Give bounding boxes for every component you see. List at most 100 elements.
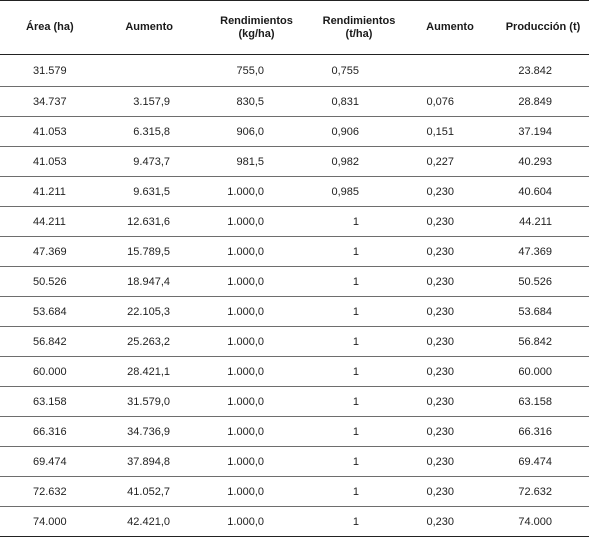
cell-aumento-rend [401,54,485,87]
table-row: 31.579 755,0 0,755 23.842 [0,54,589,87]
cell-aumento-rend: 0,230 [401,386,485,417]
cell-aumento-rend: 0,230 [401,296,485,327]
cell-rendimiento-kg: 755,0 [200,54,303,87]
cell-rendimiento-t: 1 [303,416,401,447]
cell-rendimiento-t: 1 [303,506,401,537]
cell-area: 50.526 [0,266,100,297]
cell-aumento: 37.894,8 [100,446,200,477]
cell-area: 31.579 [0,54,100,87]
cell-area: 44.211 [0,206,100,237]
cell-area: 47.369 [0,236,100,267]
cell-aumento-rend: 0,230 [401,266,485,297]
cell-aumento: 31.579,0 [100,386,200,417]
header-produccion: Producción (t) [485,0,589,55]
cell-area: 41.211 [0,176,100,207]
cell-area: 69.474 [0,446,100,477]
cell-produccion: 60.000 [485,356,589,387]
table-header: Área (ha) Aumento Rendimientos (kg/ha) Re… [0,0,589,55]
cell-aumento: 22.105,3 [100,296,200,327]
header-row: Área (ha) Aumento Rendimientos (kg/ha) Re… [0,0,589,55]
cell-rendimiento-t: 0,985 [303,176,401,207]
table-row: 34.737 3.157,9 830,5 0,831 0,076 28.849 [0,86,589,117]
cell-aumento [100,54,200,87]
cell-rendimiento-t: 0,982 [303,146,401,177]
cell-aumento-rend: 0,151 [401,116,485,147]
table-row: 63.158 31.579,0 1.000,0 1 0,230 63.158 [0,386,589,417]
cell-aumento-rend: 0,230 [401,416,485,447]
table-row: 41.053 6.315,8 906,0 0,906 0,151 37.194 [0,116,589,147]
cell-aumento: 34.736,9 [100,416,200,447]
cell-aumento-rend: 0,230 [401,236,485,267]
cell-aumento: 9.473,7 [100,146,200,177]
cell-rendimiento-t: 1 [303,296,401,327]
cell-produccion: 40.604 [485,176,589,207]
cell-rendimiento-t: 1 [303,236,401,267]
header-rendimientos-kg: Rendimientos (kg/ha) [200,0,303,55]
cell-area: 72.632 [0,476,100,507]
cell-aumento: 25.263,2 [100,326,200,357]
cell-aumento-rend: 0,227 [401,146,485,177]
cell-aumento-rend: 0,230 [401,356,485,387]
cell-produccion: 56.842 [485,326,589,357]
cell-area: 56.842 [0,326,100,357]
cell-produccion: 63.158 [485,386,589,417]
cell-aumento-rend: 0,076 [401,86,485,117]
cell-rendimiento-t: 0,755 [303,54,401,87]
table-row: 60.000 28.421,1 1.000,0 1 0,230 60.000 [0,356,589,387]
cell-produccion: 50.526 [485,266,589,297]
cell-produccion: 23.842 [485,54,589,87]
cell-produccion: 28.849 [485,86,589,117]
cell-rendimiento-kg: 1.000,0 [200,416,303,447]
cell-aumento: 42.421,0 [100,506,200,537]
table-row: 69.474 37.894,8 1.000,0 1 0,230 69.474 [0,446,589,477]
cell-rendimiento-t: 0,906 [303,116,401,147]
cell-rendimiento-t: 1 [303,476,401,507]
cell-rendimiento-kg: 1.000,0 [200,176,303,207]
cell-produccion: 74.000 [485,506,589,537]
cell-aumento: 28.421,1 [100,356,200,387]
table-row: 56.842 25.263,2 1.000,0 1 0,230 56.842 [0,326,589,357]
cell-produccion: 37.194 [485,116,589,147]
cell-rendimiento-kg: 1.000,0 [200,386,303,417]
table-row: 66.316 34.736,9 1.000,0 1 0,230 66.316 [0,416,589,447]
cell-rendimiento-t: 1 [303,326,401,357]
header-aumento: Aumento [100,0,200,55]
cell-rendimiento-kg: 1.000,0 [200,446,303,477]
cell-aumento-rend: 0,230 [401,206,485,237]
cell-produccion: 53.684 [485,296,589,327]
table-row: 74.000 42.421,0 1.000,0 1 0,230 74.000 [0,506,589,537]
table-row: 44.211 12.631,6 1.000,0 1 0,230 44.211 [0,206,589,237]
cell-rendimiento-kg: 1.000,0 [200,266,303,297]
cell-area: 41.053 [0,116,100,147]
cell-aumento-rend: 0,230 [401,446,485,477]
cell-rendimiento-t: 0,831 [303,86,401,117]
cell-aumento: 41.052,7 [100,476,200,507]
cell-area: 66.316 [0,416,100,447]
cell-rendimiento-kg: 981,5 [200,146,303,177]
cell-area: 63.158 [0,386,100,417]
cell-rendimiento-kg: 1.000,0 [200,356,303,387]
cell-aumento-rend: 0,230 [401,326,485,357]
cell-aumento: 12.631,6 [100,206,200,237]
cell-aumento: 18.947,4 [100,266,200,297]
cell-area: 41.053 [0,146,100,177]
cell-rendimiento-t: 1 [303,356,401,387]
cell-area: 34.737 [0,86,100,117]
cell-rendimiento-t: 1 [303,386,401,417]
table-row: 72.632 41.052,7 1.000,0 1 0,230 72.632 [0,476,589,507]
table-row: 53.684 22.105,3 1.000,0 1 0,230 53.684 [0,296,589,327]
cell-area: 74.000 [0,506,100,537]
cell-rendimiento-kg: 1.000,0 [200,326,303,357]
cell-rendimiento-kg: 1.000,0 [200,236,303,267]
cell-rendimiento-kg: 906,0 [200,116,303,147]
cell-aumento: 15.789,5 [100,236,200,267]
cell-rendimiento-t: 1 [303,266,401,297]
cell-produccion: 40.293 [485,146,589,177]
table-row: 41.053 9.473,7 981,5 0,982 0,227 40.293 [0,146,589,177]
cell-aumento-rend: 0,230 [401,476,485,507]
cell-area: 53.684 [0,296,100,327]
cell-rendimiento-kg: 1.000,0 [200,506,303,537]
cell-aumento: 6.315,8 [100,116,200,147]
